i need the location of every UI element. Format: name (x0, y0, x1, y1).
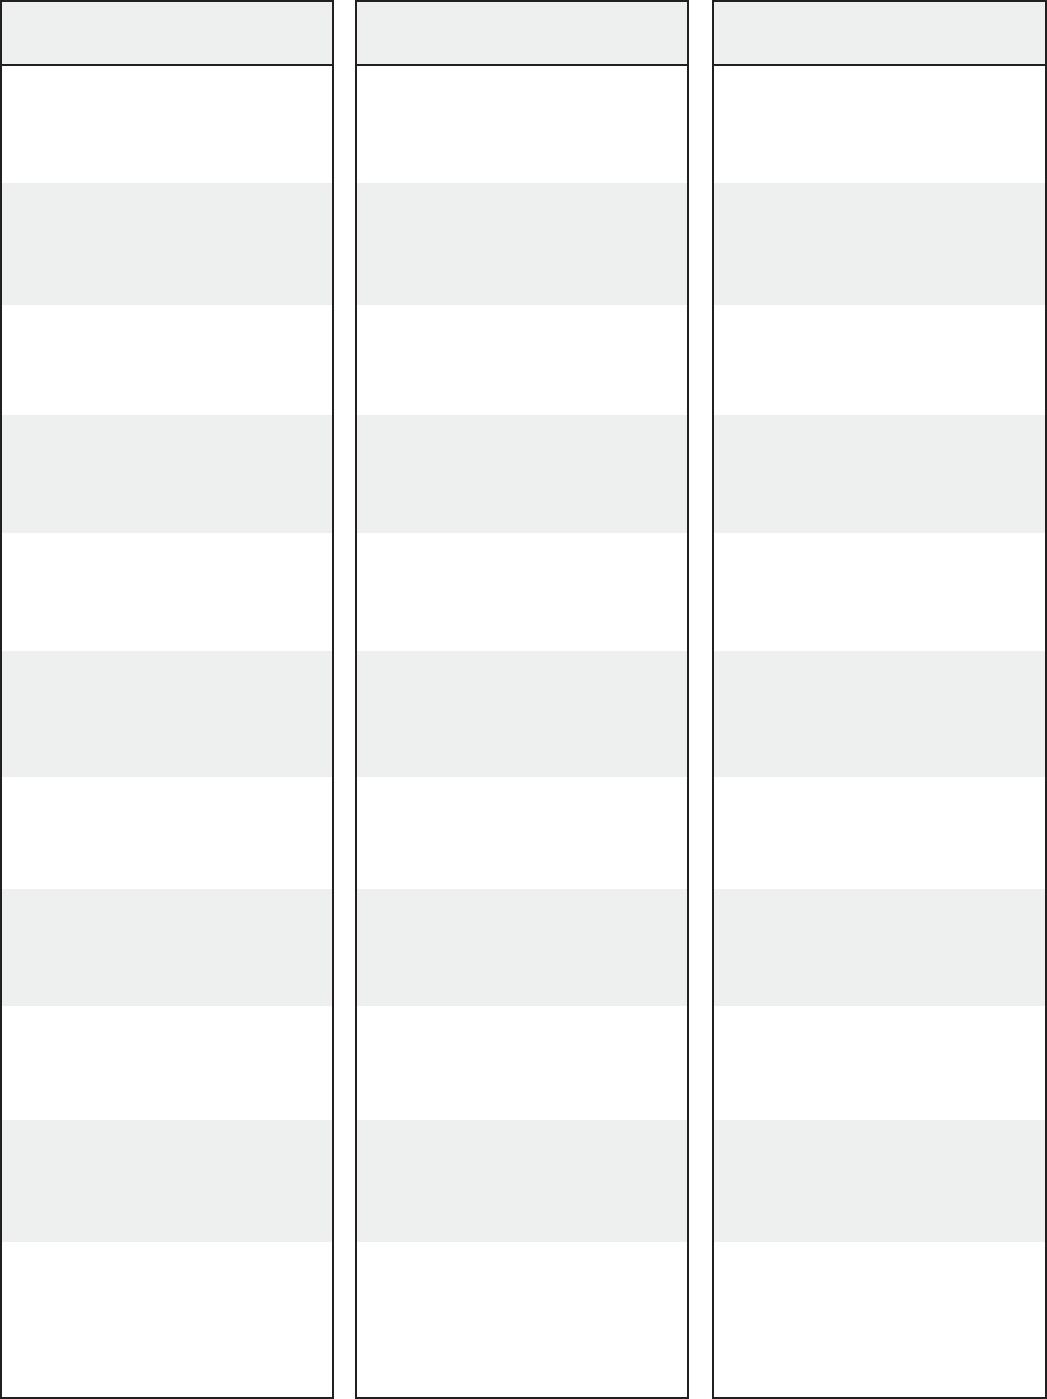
table-row (714, 66, 1045, 183)
table-row (2, 305, 332, 415)
table-row (357, 183, 687, 305)
table-row (714, 1006, 1045, 1120)
table-row (714, 889, 1045, 1006)
table-row (2, 1120, 332, 1242)
table-row (714, 1242, 1045, 1397)
table-row (2, 777, 332, 889)
table-row (2, 533, 332, 651)
column-header (2, 2, 332, 66)
table-row (357, 533, 687, 651)
table-row (714, 415, 1045, 533)
table-row (714, 533, 1045, 651)
column-header (714, 2, 1045, 66)
table-row (714, 777, 1045, 889)
table-row (357, 777, 687, 889)
table-row (2, 1006, 332, 1120)
table-row (357, 1006, 687, 1120)
table-row (714, 1120, 1045, 1242)
table-row (714, 651, 1045, 777)
table-column-3 (712, 0, 1047, 1399)
table-row (2, 415, 332, 533)
table-column-1 (0, 0, 334, 1399)
table-row (357, 66, 687, 183)
table-row (357, 1120, 687, 1242)
table-row (2, 889, 332, 1006)
table-row (714, 305, 1045, 415)
table-row (714, 183, 1045, 305)
table-row (357, 889, 687, 1006)
table-column-2 (355, 0, 689, 1399)
table-row (2, 651, 332, 777)
column-header (357, 2, 687, 66)
table-row (357, 415, 687, 533)
table-row (357, 1242, 687, 1397)
table-row (2, 66, 332, 183)
table-row (2, 183, 332, 305)
table-row (357, 651, 687, 777)
table-row (357, 305, 687, 415)
table-row (2, 1242, 332, 1397)
